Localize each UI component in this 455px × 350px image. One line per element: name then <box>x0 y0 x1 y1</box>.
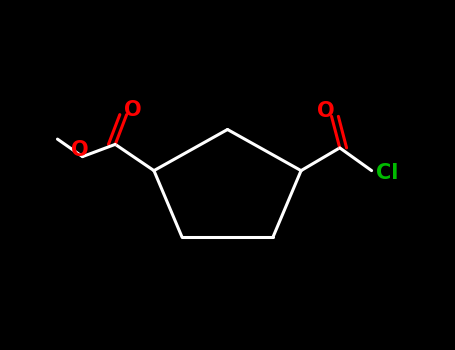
Text: O: O <box>124 100 142 120</box>
Text: O: O <box>71 140 89 160</box>
Text: Cl: Cl <box>376 163 399 183</box>
Text: O: O <box>317 101 335 121</box>
